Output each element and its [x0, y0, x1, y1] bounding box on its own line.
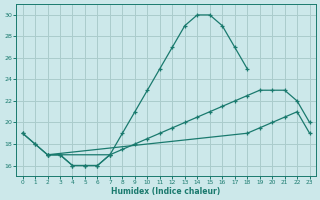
X-axis label: Humidex (Indice chaleur): Humidex (Indice chaleur): [111, 187, 221, 196]
